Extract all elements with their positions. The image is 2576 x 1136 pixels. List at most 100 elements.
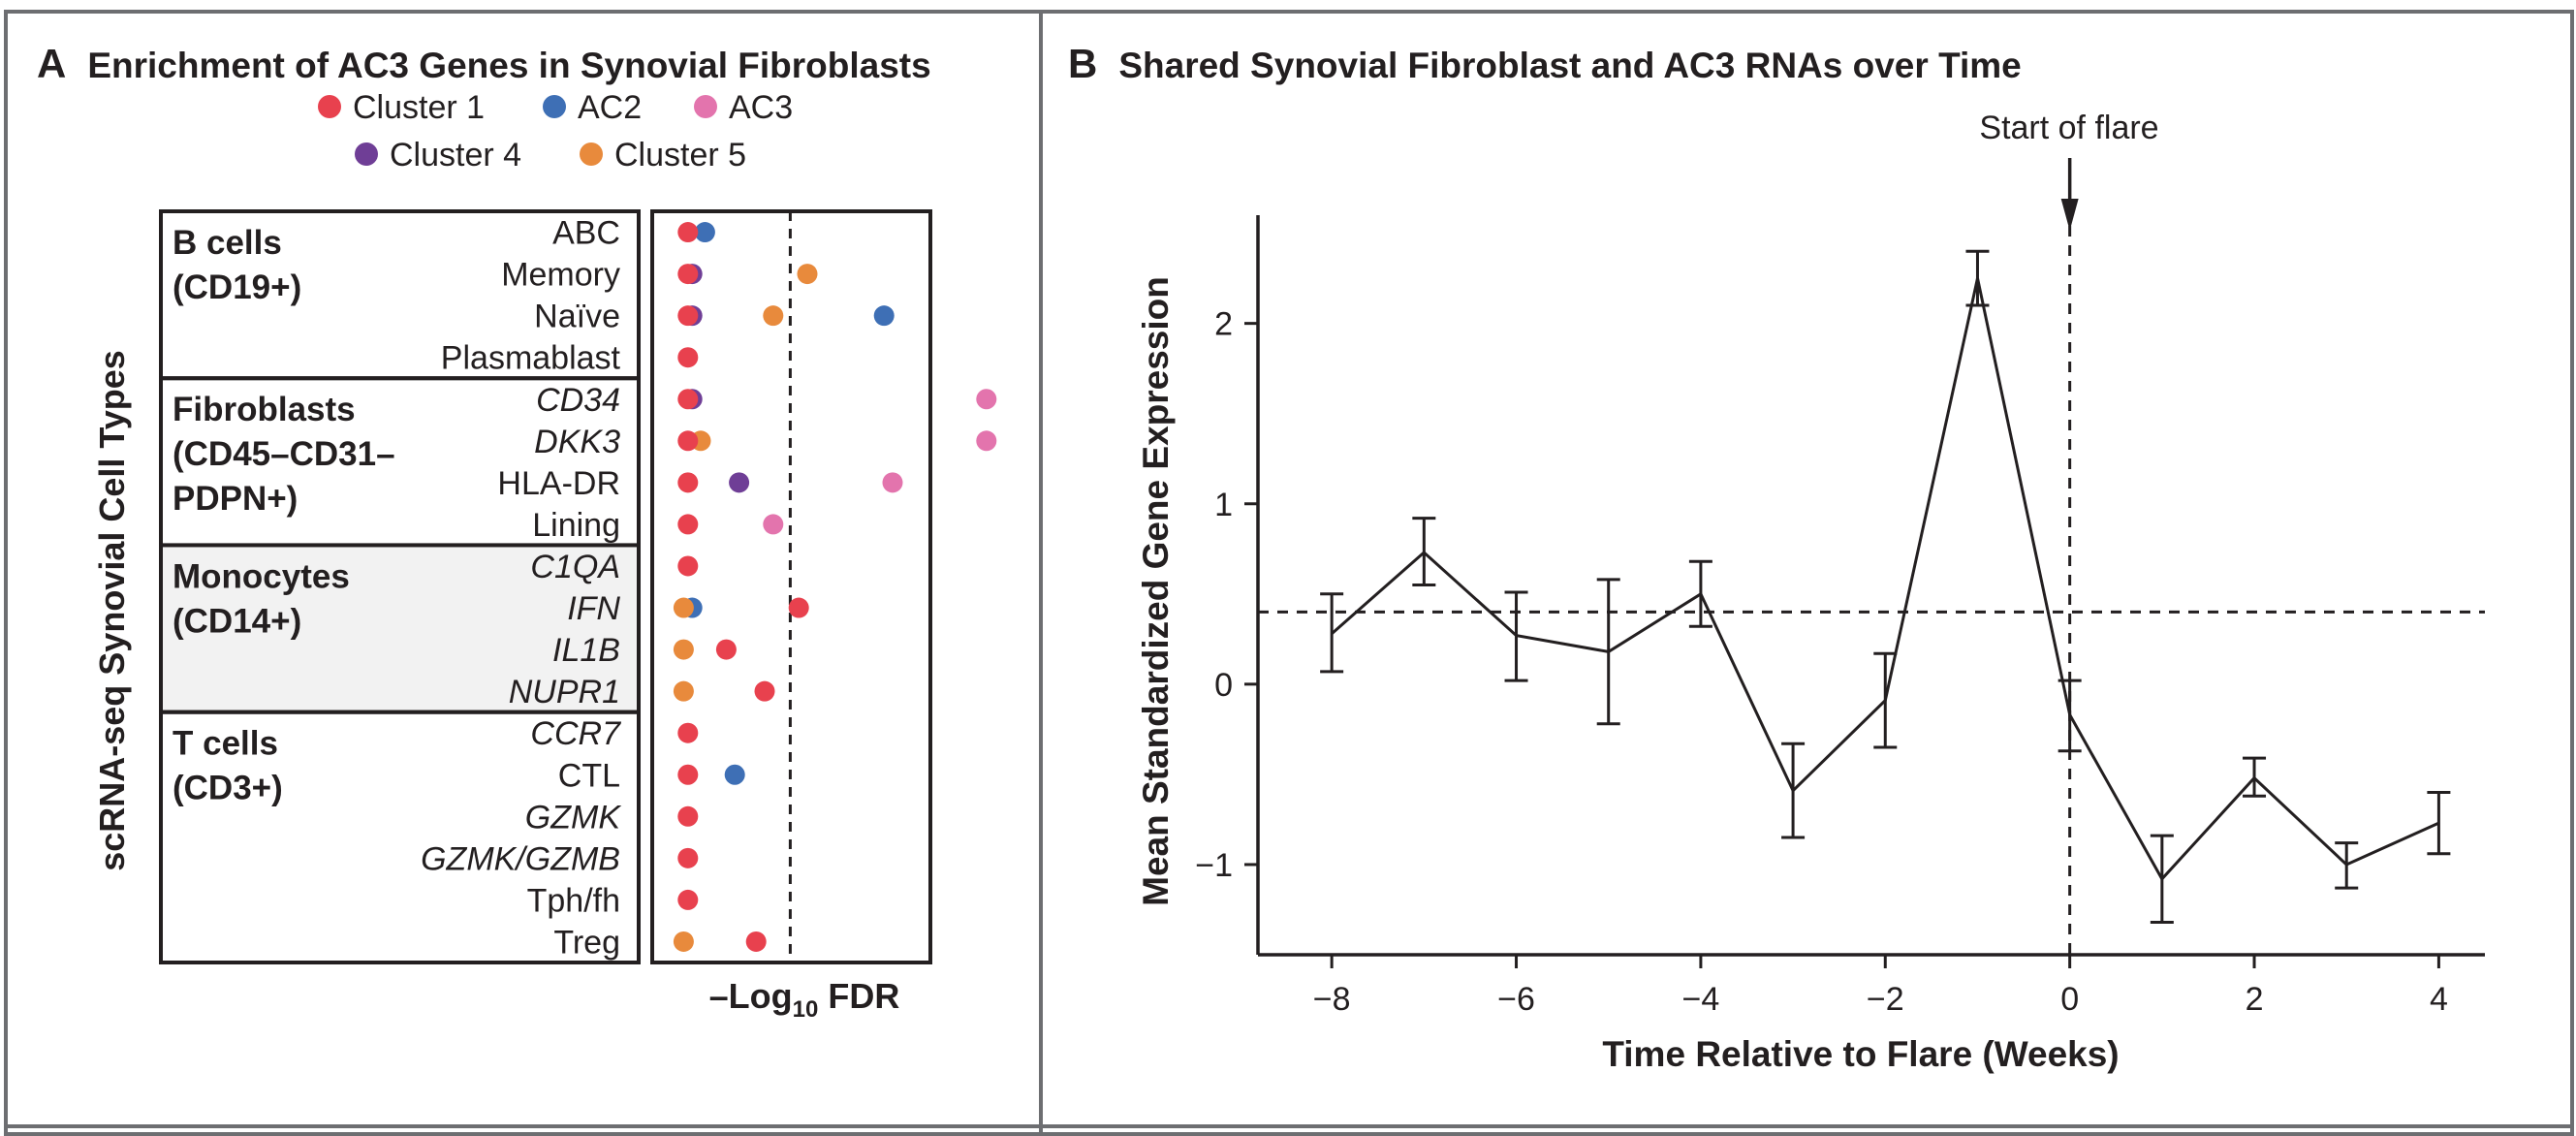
x-tick-label: 2: [2246, 981, 2264, 1018]
panel-divider: [1039, 10, 1043, 1136]
error-bar: [1412, 517, 1436, 586]
error-bar: [2058, 678, 2082, 753]
row-label: IFN: [567, 590, 620, 627]
panel-a-header: A Enrichment of AC3 Genes in Synovial Fib…: [37, 41, 931, 87]
dot-cluster-5: [673, 597, 694, 618]
row-label: C1QA: [530, 549, 620, 585]
dot-cluster-1: [677, 805, 699, 827]
row-label: Tph/fh: [527, 882, 620, 919]
dot-cluster-1: [745, 931, 767, 952]
panel-b-x-axis-label: Time Relative to Flare (Weeks): [1602, 1034, 2119, 1074]
dot-cluster-1: [788, 597, 809, 618]
dot-ac2: [694, 222, 715, 243]
group-label-line: Fibroblasts: [173, 391, 356, 428]
dot-cluster-5: [797, 264, 818, 285]
x-tick-label: −8: [1313, 981, 1351, 1018]
dot-cluster-1: [677, 305, 699, 327]
row-label: Plasmablast: [441, 340, 621, 377]
x-label-subscript: 10: [793, 996, 819, 1023]
x-tick-label: −6: [1497, 981, 1535, 1018]
dot-cluster-5: [673, 680, 694, 702]
dot-cluster-1: [677, 722, 699, 743]
panel-b-annotation: Start of flare: [1979, 110, 2158, 146]
panel-a-x-axis-label: –Log10 FDR: [709, 976, 900, 1023]
error-bar: [1688, 559, 1712, 628]
legend-label-ac3: AC3: [729, 89, 793, 126]
error-bar: [2335, 841, 2359, 890]
bottom-divider: [4, 1124, 2574, 1128]
error-bar: [1320, 592, 1344, 674]
panel-a-dot-plot: Cluster 1 AC2 AC3 Cluster 4 Cluster 5 B cell…: [92, 89, 997, 1023]
x-tick-label: 0: [2060, 981, 2079, 1018]
group-label-line: (CD19+): [173, 268, 301, 306]
row-label: GZMK/GZMB: [421, 840, 620, 877]
panel-b-series: [1320, 249, 2451, 925]
row-label: Lining: [532, 507, 620, 544]
panel-a-dots: [673, 222, 997, 952]
dot-cluster-1: [677, 847, 699, 868]
row-label: DKK3: [534, 424, 620, 460]
x-tick-label: −2: [1867, 981, 1904, 1018]
panel-b-title: Shared Synovial Fibroblast and AC3 RNAs …: [1118, 46, 2022, 85]
row-label: NUPR1: [509, 674, 620, 710]
legend-dot-ac3: [694, 95, 717, 118]
legend-dot-cluster-5: [580, 142, 603, 166]
error-bar: [1596, 578, 1620, 726]
panel-a-legend: Cluster 1 AC2 AC3 Cluster 4 Cluster 5: [318, 89, 793, 174]
panel-b-letter: B: [1068, 41, 1098, 86]
flare-arrow-head: [2060, 199, 2079, 231]
dot-cluster-1: [715, 639, 737, 660]
y-tick-label: 0: [1214, 667, 1233, 704]
dot-cluster-1: [677, 222, 699, 243]
dot-cluster-1: [677, 347, 699, 368]
panel-b-header: B Shared Synovial Fibroblast and AC3 RNAs…: [1068, 41, 2022, 87]
legend-dot-ac2: [543, 95, 566, 118]
y-tick-label: 2: [1214, 306, 1233, 343]
dot-cluster-4: [729, 472, 750, 493]
dot-cluster-1: [677, 264, 699, 285]
dot-cluster-1: [677, 472, 699, 493]
legend-dot-cluster-1: [318, 95, 341, 118]
panel-a-y-axis-label: scRNA-seq Synovial Cell Types: [92, 350, 132, 871]
x-label-prefix: –Log: [709, 976, 793, 1016]
row-label: Treg: [553, 924, 620, 961]
group-label-line: (CD14+): [173, 602, 301, 640]
x-tick-label: 4: [2430, 981, 2448, 1018]
group-label-line: Monocytes: [173, 557, 350, 595]
dot-cluster-1: [677, 389, 699, 410]
x-tick-label: −4: [1682, 981, 1720, 1018]
series-line: [1331, 277, 2440, 882]
group-shade-2: [161, 545, 639, 712]
dot-ac3: [882, 472, 903, 493]
row-label: CCR7: [530, 715, 621, 752]
dot-cluster-1: [677, 889, 699, 910]
group-label-line: PDPN+): [173, 480, 298, 518]
error-bar: [1965, 249, 1990, 307]
error-bar: [1781, 742, 1806, 839]
panel-b-reference-lines: [1258, 158, 2485, 955]
group-label-line: T cells: [173, 725, 278, 763]
row-label: CTL: [558, 757, 620, 794]
error-bar: [2427, 791, 2451, 856]
y-tick-label: 1: [1214, 487, 1233, 523]
error-bar: [1504, 590, 1528, 682]
row-label: Memory: [501, 257, 620, 294]
row-label: Naïve: [534, 299, 620, 335]
y-tick-label: −1: [1195, 847, 1233, 884]
legend-label-cluster-5: Cluster 5: [614, 137, 746, 174]
legend-label-ac2: AC2: [578, 89, 642, 126]
row-label: GZMK: [525, 799, 622, 836]
dot-cluster-1: [677, 514, 699, 535]
panel-a-title: Enrichment of AC3 Genes in Synovial Fibr…: [87, 46, 931, 85]
panel-b-line-chart: −8 −6 −4 −2 0 2 4 −1 0 1 2 Start of flare Time Rel…: [1136, 110, 2485, 1074]
dot-cluster-1: [677, 764, 699, 785]
error-bar: [2243, 756, 2267, 798]
group-label-line: (CD45–CD31–: [173, 435, 395, 473]
x-label-suffix: FDR: [818, 976, 899, 1016]
error-bar: [1873, 651, 1898, 749]
dot-ac3: [763, 514, 784, 535]
legend-dot-cluster-4: [355, 142, 378, 166]
row-label: IL1B: [552, 632, 620, 669]
row-label: HLA-DR: [497, 465, 620, 502]
group-box-3: [159, 710, 641, 965]
